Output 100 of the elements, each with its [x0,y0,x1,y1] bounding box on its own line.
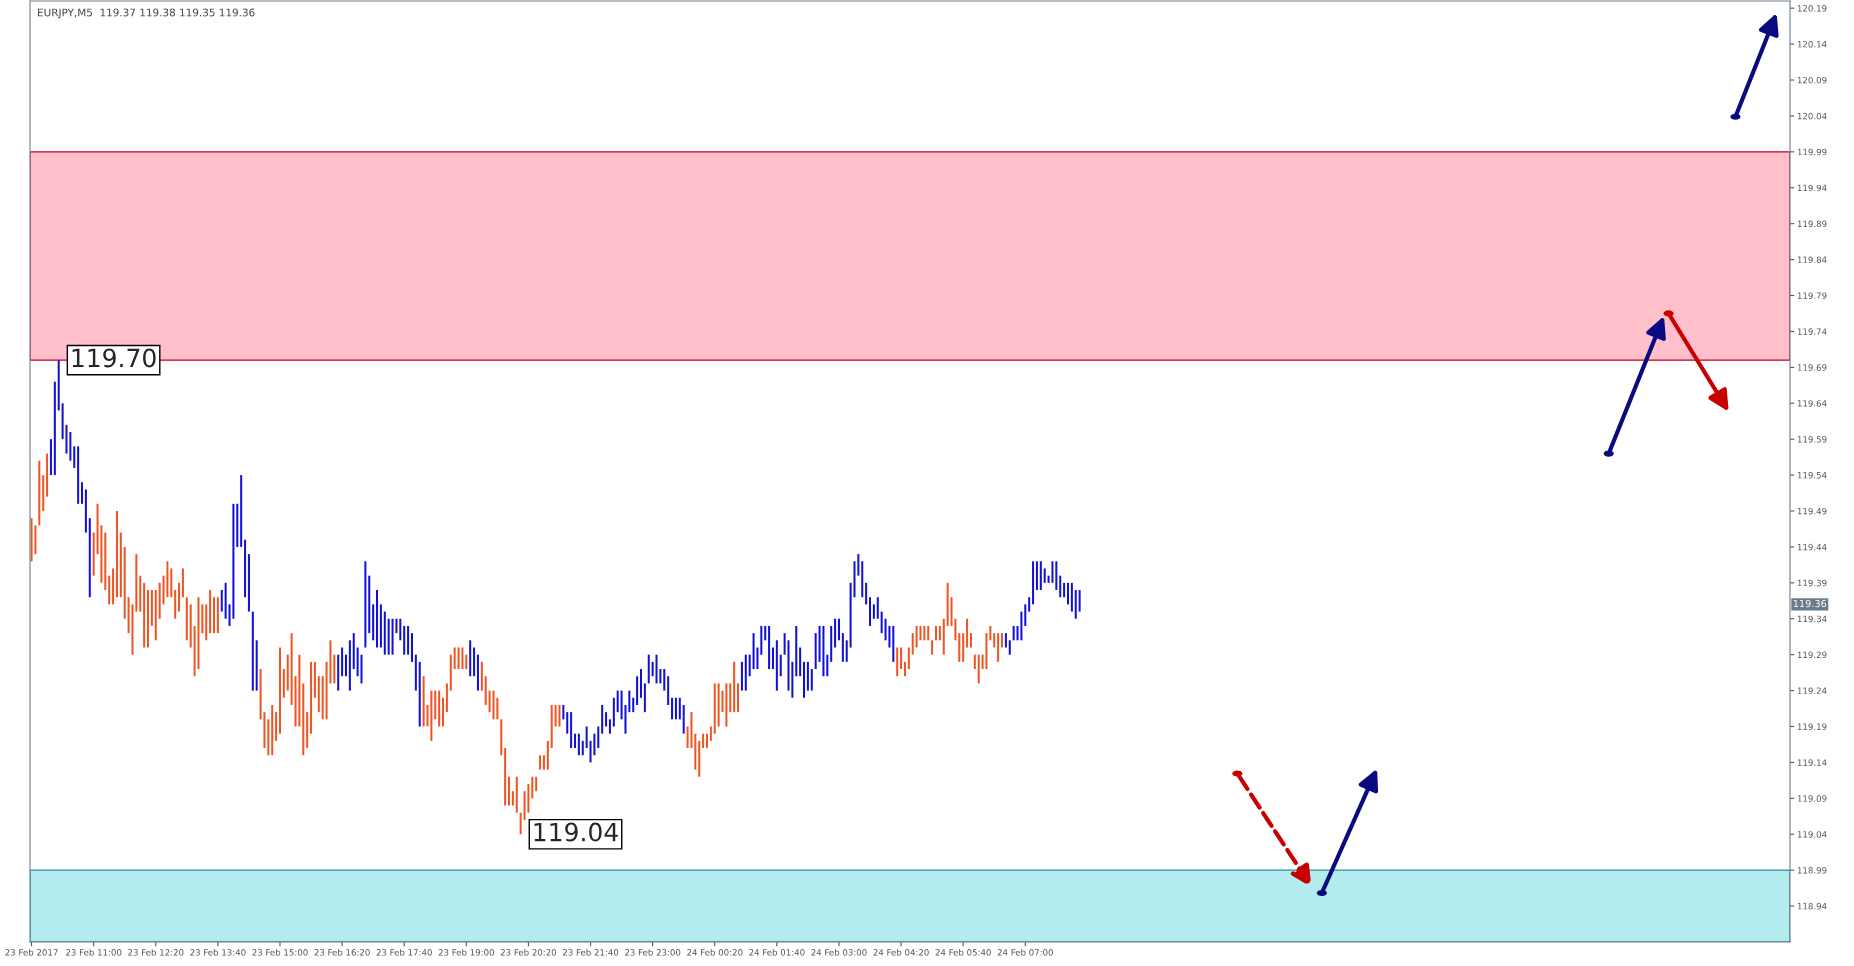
bar [876,597,879,619]
bar [872,604,875,619]
bar [775,640,778,691]
bar [115,511,118,598]
bar [461,647,464,670]
bar [442,697,445,727]
x-tick-label: 24 Feb 00:20 [687,948,743,956]
bar [1039,561,1042,591]
bar [383,611,386,655]
bar [577,733,580,756]
bar [799,647,802,677]
bar [449,654,452,691]
bar [123,546,126,619]
bar [550,704,553,749]
bar [923,625,926,641]
bar [267,719,270,756]
bar [539,755,542,770]
bar [663,669,666,691]
bar [306,712,309,749]
bar [616,690,619,713]
x-tick-label: 23 Feb 11:00 [66,948,122,956]
bar [112,568,115,605]
bar [1043,568,1046,583]
bar [81,482,84,504]
bar [977,654,980,684]
y-tick-label: 119.79 [1797,292,1827,299]
bar [1004,633,1007,648]
bar [628,690,631,713]
bar [597,726,600,749]
bar [1066,582,1069,605]
bar [729,683,732,713]
bar [1008,640,1011,655]
bar [810,669,813,691]
y-tick-label: 120.04 [1797,112,1827,120]
bar [368,575,371,634]
x-tick-label: 23 Feb 19:00 [438,948,494,956]
bar [612,697,615,727]
bar [379,604,382,648]
bar [282,669,285,698]
x-tick-label: 23 Feb 21:40 [562,948,619,956]
bar [531,776,534,799]
bar [480,661,483,691]
bar [344,654,347,677]
bar [869,597,872,626]
bar [935,625,938,641]
bar [310,661,313,734]
bar [740,661,743,691]
x-tick-label: 23 Feb 20:20 [500,948,557,956]
bar [737,683,740,713]
bar [298,654,301,727]
bar [690,712,693,749]
bar [158,582,161,619]
bar [508,776,511,806]
bar [803,661,806,698]
bar [519,812,522,835]
bar [348,640,351,691]
bar [271,704,274,756]
bar [989,625,992,641]
bar [496,697,499,720]
bar [639,669,642,698]
bar [546,740,549,770]
bar [465,654,468,670]
bar [418,661,421,727]
bar [205,604,208,641]
bar [333,654,336,684]
bar [30,518,33,562]
bar [938,625,941,641]
bar [752,633,755,670]
bar [1024,604,1027,626]
bar [84,489,87,533]
x-tick-label: 23 Feb 23:00 [625,948,681,956]
bar [372,604,375,641]
bar [643,683,646,713]
bar [997,633,1000,662]
bar [694,733,697,770]
bar [907,647,910,670]
bar [422,676,425,727]
bar [946,582,949,626]
y-tick-label: 119.39 [1797,579,1827,587]
bar [671,697,674,720]
bar [845,640,848,662]
bar [504,748,507,806]
bar [92,532,95,576]
bar [962,633,965,662]
x-tick-label: 23 Feb 12:20 [128,948,184,956]
bar [880,611,883,634]
bar [49,439,52,476]
y-tick-label: 119.99 [1797,148,1827,156]
bar [1028,597,1031,612]
y-tick-label: 119.54 [1797,471,1827,479]
bar [554,704,557,727]
bar [38,460,41,526]
bar [476,654,479,691]
bar [1070,582,1073,612]
bar [969,633,972,648]
bar [651,661,654,677]
bar [713,683,716,734]
bar [434,690,437,720]
bar [570,712,573,749]
bar [958,633,961,662]
